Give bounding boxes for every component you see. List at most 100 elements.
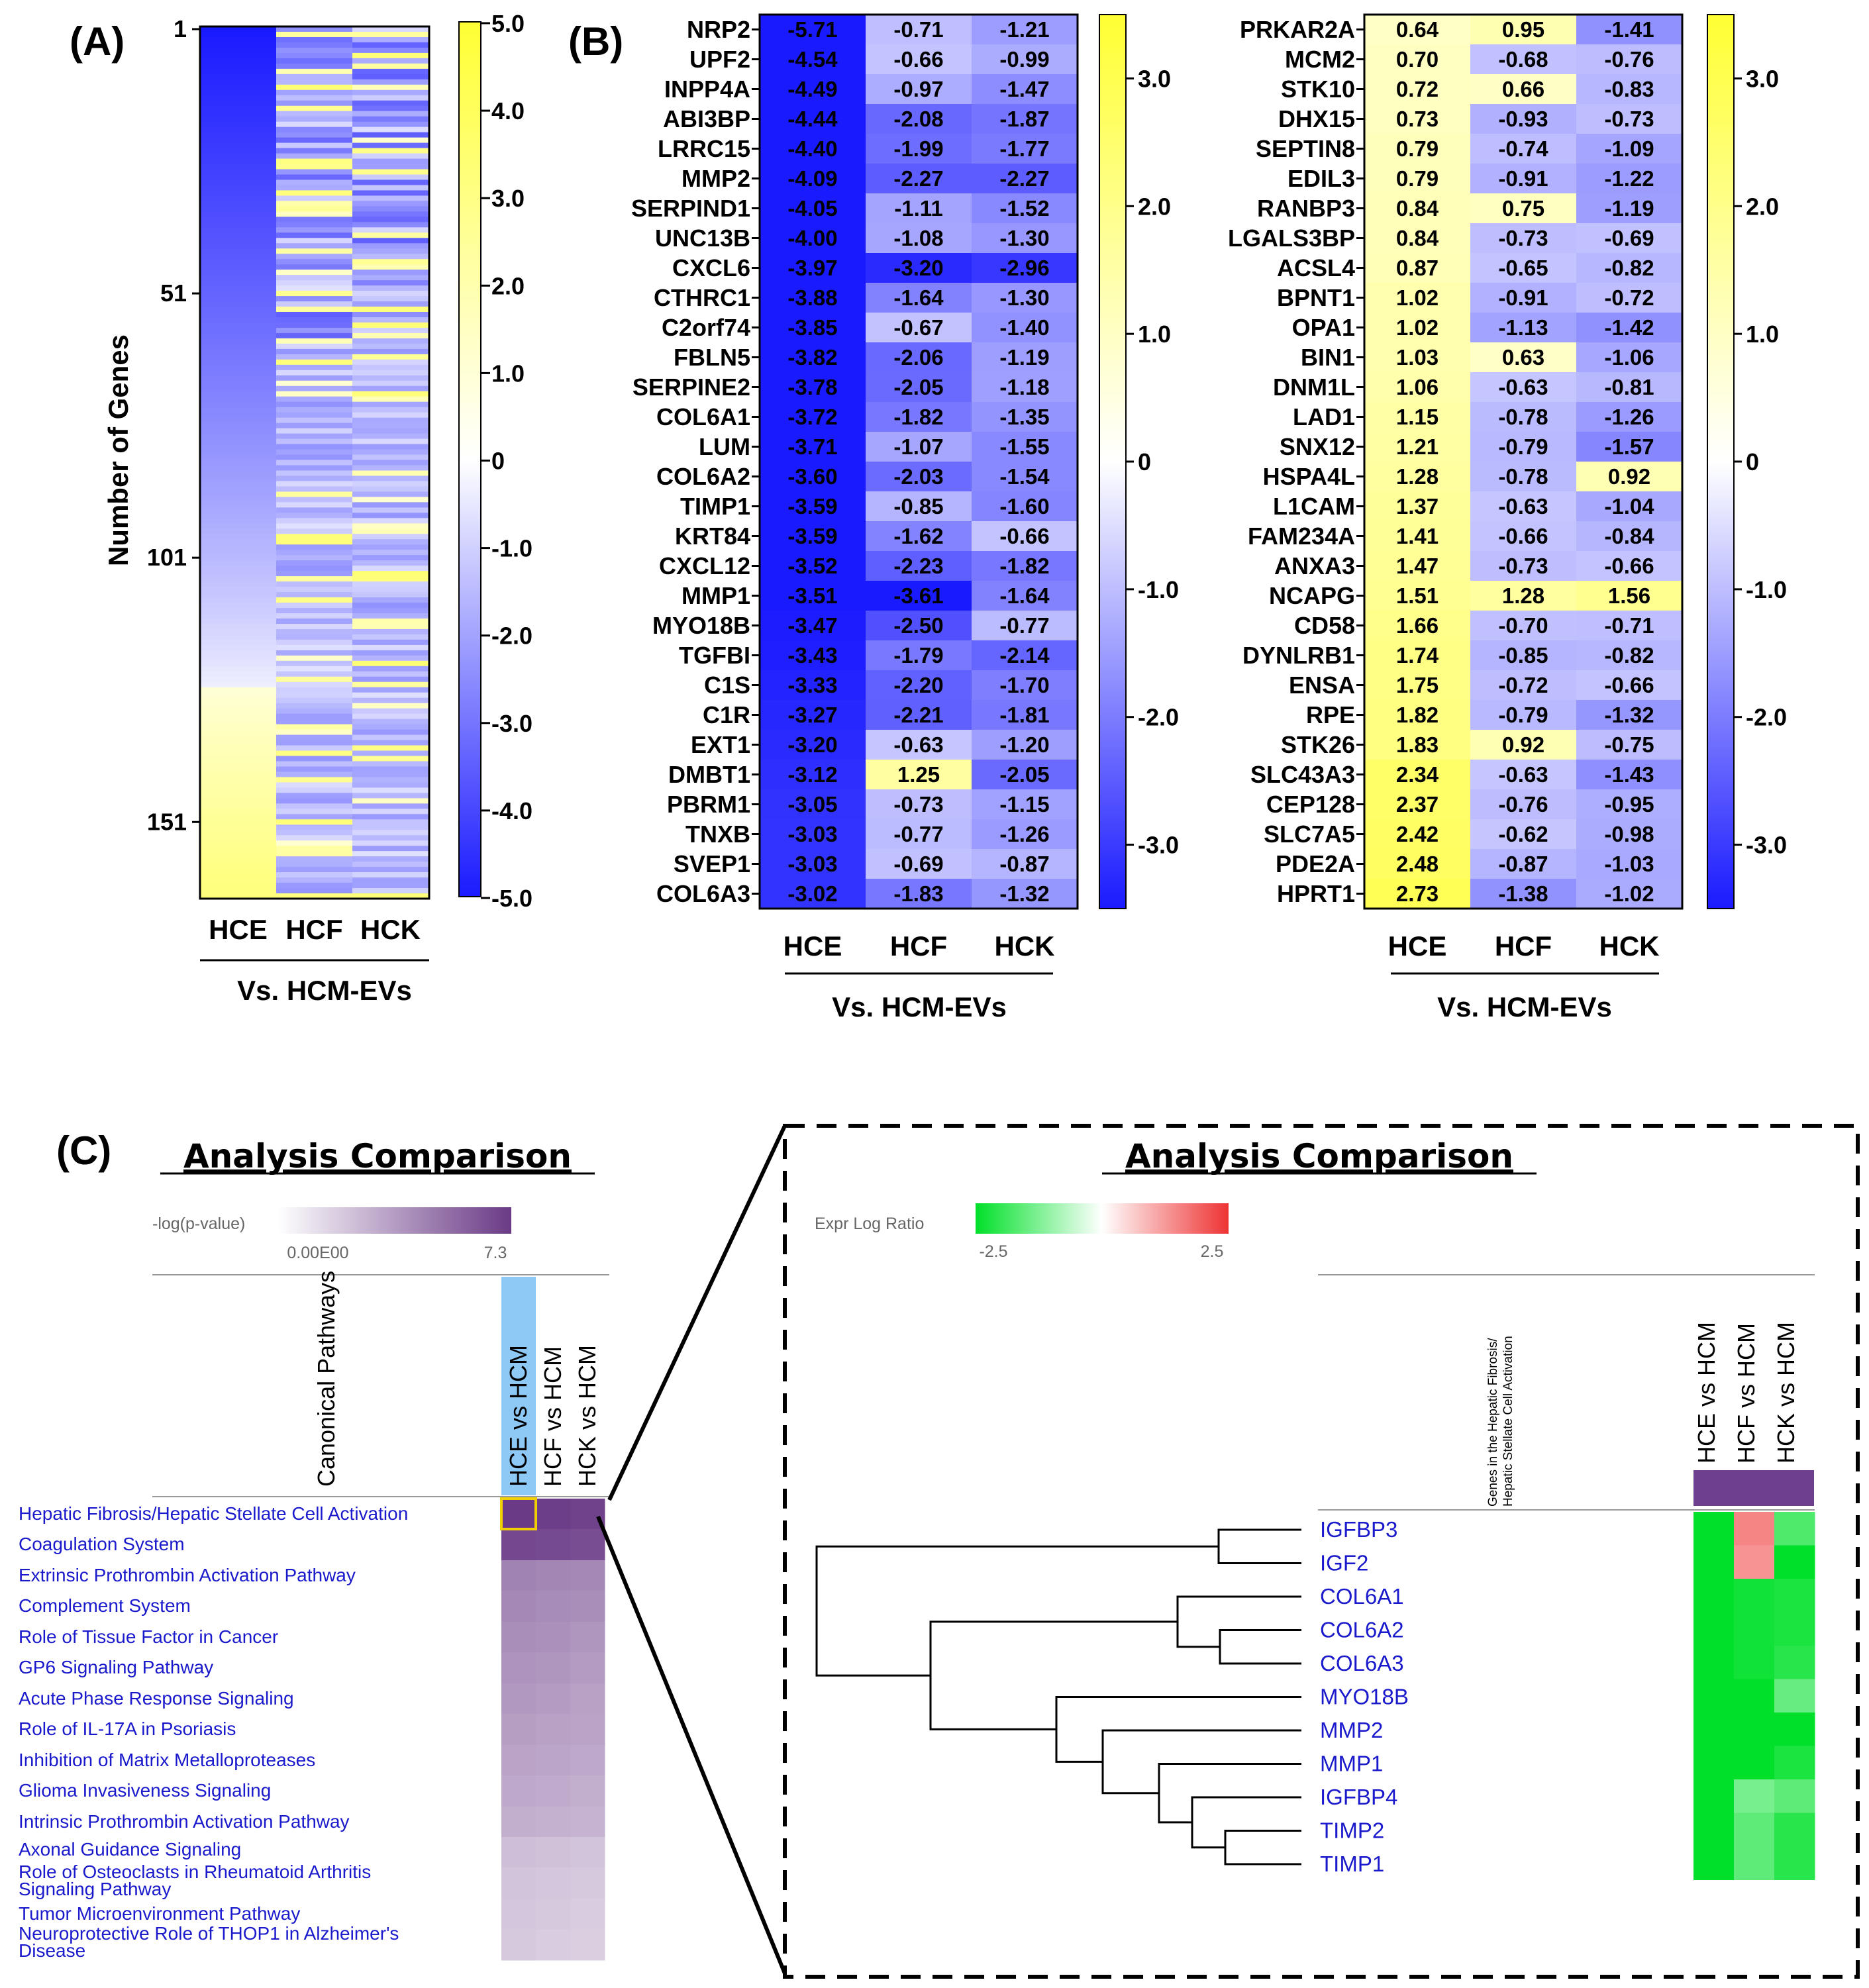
panel-b-cell-value: -0.66 — [999, 524, 1049, 548]
panel-a-cell — [200, 116, 277, 123]
panel-a-cell — [352, 401, 429, 408]
panel-a-cell — [352, 364, 429, 371]
panel-b-cell — [1364, 730, 1471, 760]
panel-a-cell — [200, 613, 277, 619]
pathway-label[interactable]: Axonal Guidance Signaling — [19, 1839, 241, 1860]
gene-label[interactable]: COL6A1 — [1320, 1584, 1404, 1609]
gene-label[interactable]: MMP1 — [1320, 1752, 1383, 1776]
panel-a-cell — [200, 803, 277, 809]
panel-a-cell — [276, 703, 353, 709]
pathway-label[interactable]: Complement System — [19, 1595, 191, 1616]
panel-a-cell — [352, 158, 429, 165]
panel-b-cell-value: -0.77 — [999, 613, 1049, 638]
pathway-label[interactable]: Coagulation System — [19, 1534, 185, 1554]
gene-label[interactable]: COL6A2 — [1320, 1618, 1404, 1642]
panel-a-cell — [276, 132, 353, 138]
panel-a-cell — [352, 58, 429, 64]
gene-heat-cell — [1734, 1512, 1775, 1546]
panel-a-cell — [352, 692, 429, 699]
panel-a-cell — [352, 883, 429, 889]
gene-label[interactable]: IGFBP4 — [1320, 1785, 1397, 1809]
panel-a-cell — [200, 322, 277, 328]
panel-a-cell — [200, 771, 277, 778]
panel-b-colorbar-label: -3.0 — [1138, 832, 1179, 859]
panel-b-cell — [1364, 640, 1471, 671]
panel-b-cell — [866, 581, 972, 611]
panel-b-cell-value: -2.50 — [893, 613, 943, 638]
panel-b-cell — [866, 640, 972, 671]
panel-a-ytick-label: 51 — [160, 279, 187, 307]
hce-selected-cell[interactable] — [500, 1497, 537, 1530]
panel-b-cell-value: -0.87 — [999, 852, 1049, 876]
pathway-heat-cell — [501, 1899, 536, 1930]
panel-b-gene-label: DHX15 — [1278, 105, 1355, 132]
pathway-label[interactable]: Tumor Microenvironment Pathway — [19, 1903, 300, 1924]
panel-a-cell — [200, 264, 277, 270]
panel-a-colorbar-labels: 5.0 4.0 3.0 2.0 1.0 0 -1.0 -2.0 -3.0 -4.0 -5.0 — [481, 10, 532, 912]
pathway-label[interactable]: Glioma Invasiveness Signaling — [19, 1780, 271, 1801]
panel-b-cell — [866, 44, 972, 75]
panel-a-cell — [200, 364, 277, 371]
panel-a-cell — [352, 581, 429, 587]
panel-b-gene-label: MMP2 — [682, 165, 750, 192]
pathway-label[interactable]: Role of Tissue Factor in Cancer — [19, 1626, 278, 1647]
zoom-connector-top — [607, 1124, 787, 1501]
panel-a-cell — [276, 36, 353, 43]
panel-a-cell — [276, 708, 353, 715]
gene-label[interactable]: IGFBP3 — [1320, 1517, 1397, 1542]
panel-a-cell — [276, 174, 353, 181]
panel-a-cell — [352, 307, 429, 313]
panel-a-cell — [276, 697, 353, 704]
panel-a-cell — [352, 491, 429, 497]
pathway-label[interactable]: Inhibition of Matrix Metalloproteases — [19, 1750, 315, 1770]
panel-a-cell — [200, 475, 277, 482]
gene-label[interactable]: COL6A3 — [1320, 1651, 1404, 1675]
panel-a-cell — [352, 888, 429, 894]
panel-a-cell — [276, 116, 353, 123]
panel-b-cell — [1470, 581, 1577, 611]
pathway-label[interactable]: Intrinsic Prothrombin Activation Pathway — [19, 1811, 350, 1832]
panel-a-cell — [352, 518, 429, 524]
pathway-label[interactable]: Acute Phase Response Signaling — [19, 1688, 294, 1709]
gene-label[interactable]: MYO18B — [1320, 1685, 1409, 1709]
panel-a-cell — [200, 835, 277, 841]
panel-b-cell — [1470, 879, 1577, 909]
pathway-label[interactable]: Role of Osteoclasts in Rheumatoid Arthri… — [19, 1862, 371, 1899]
panel-b-cell-value: 1.51 — [1396, 583, 1439, 608]
panel-a-cell — [352, 628, 429, 635]
panel-b-cell-value: -4.00 — [787, 226, 837, 250]
panel-a-cell — [276, 862, 353, 868]
pathway-label[interactable]: Role of IL-17A in Psoriasis — [19, 1718, 236, 1739]
pathway-label[interactable]: Hepatic Fibrosis/Hepatic Stellate Cell A… — [19, 1503, 408, 1524]
panel-a-cell — [276, 195, 353, 201]
pathway-heat-cell — [570, 1899, 605, 1930]
panel-a-cell — [200, 766, 277, 773]
panel-a-cell — [352, 761, 429, 768]
panel-a-cell — [200, 158, 277, 165]
panel-a-cell — [276, 566, 353, 572]
panel-b-cell — [866, 134, 972, 164]
panel-b-cell-value: -0.66 — [1604, 673, 1654, 697]
pathway-label[interactable]: GP6 Signaling Pathway — [19, 1657, 213, 1677]
panel-a-cell — [276, 782, 353, 788]
panel-b-cell — [972, 462, 1078, 492]
panel-a-cell — [352, 153, 429, 160]
gene-label[interactable]: MMP2 — [1320, 1718, 1383, 1742]
panel-b-cell-value: 0.95 — [1502, 17, 1544, 42]
panel-a-cell — [200, 317, 277, 323]
panel-a-cell — [352, 291, 429, 297]
panel-b-cell — [972, 730, 1078, 760]
panel-b-gene-label: TGFBI — [679, 642, 750, 669]
pathway-comparison-header: HCK vs HCM — [574, 1345, 601, 1487]
gene-label[interactable]: TIMP2 — [1320, 1818, 1384, 1843]
panel-b-gene-label: DNM1L — [1273, 373, 1355, 401]
panel-a-cell — [352, 756, 429, 762]
panel-a-cell — [200, 587, 277, 593]
panel-a-cell — [352, 428, 429, 434]
pathway-label[interactable]: Extrinsic Prothrombin Activation Pathway — [19, 1565, 356, 1585]
pathway-label[interactable]: Neuroprotective Role of THOP1 in Alzheim… — [19, 1923, 399, 1961]
gene-label[interactable]: IGF2 — [1320, 1551, 1368, 1575]
gene-label[interactable]: TIMP1 — [1320, 1852, 1384, 1876]
panel-b-cell-value: -3.12 — [787, 762, 837, 787]
panel-a-cell — [200, 438, 277, 445]
